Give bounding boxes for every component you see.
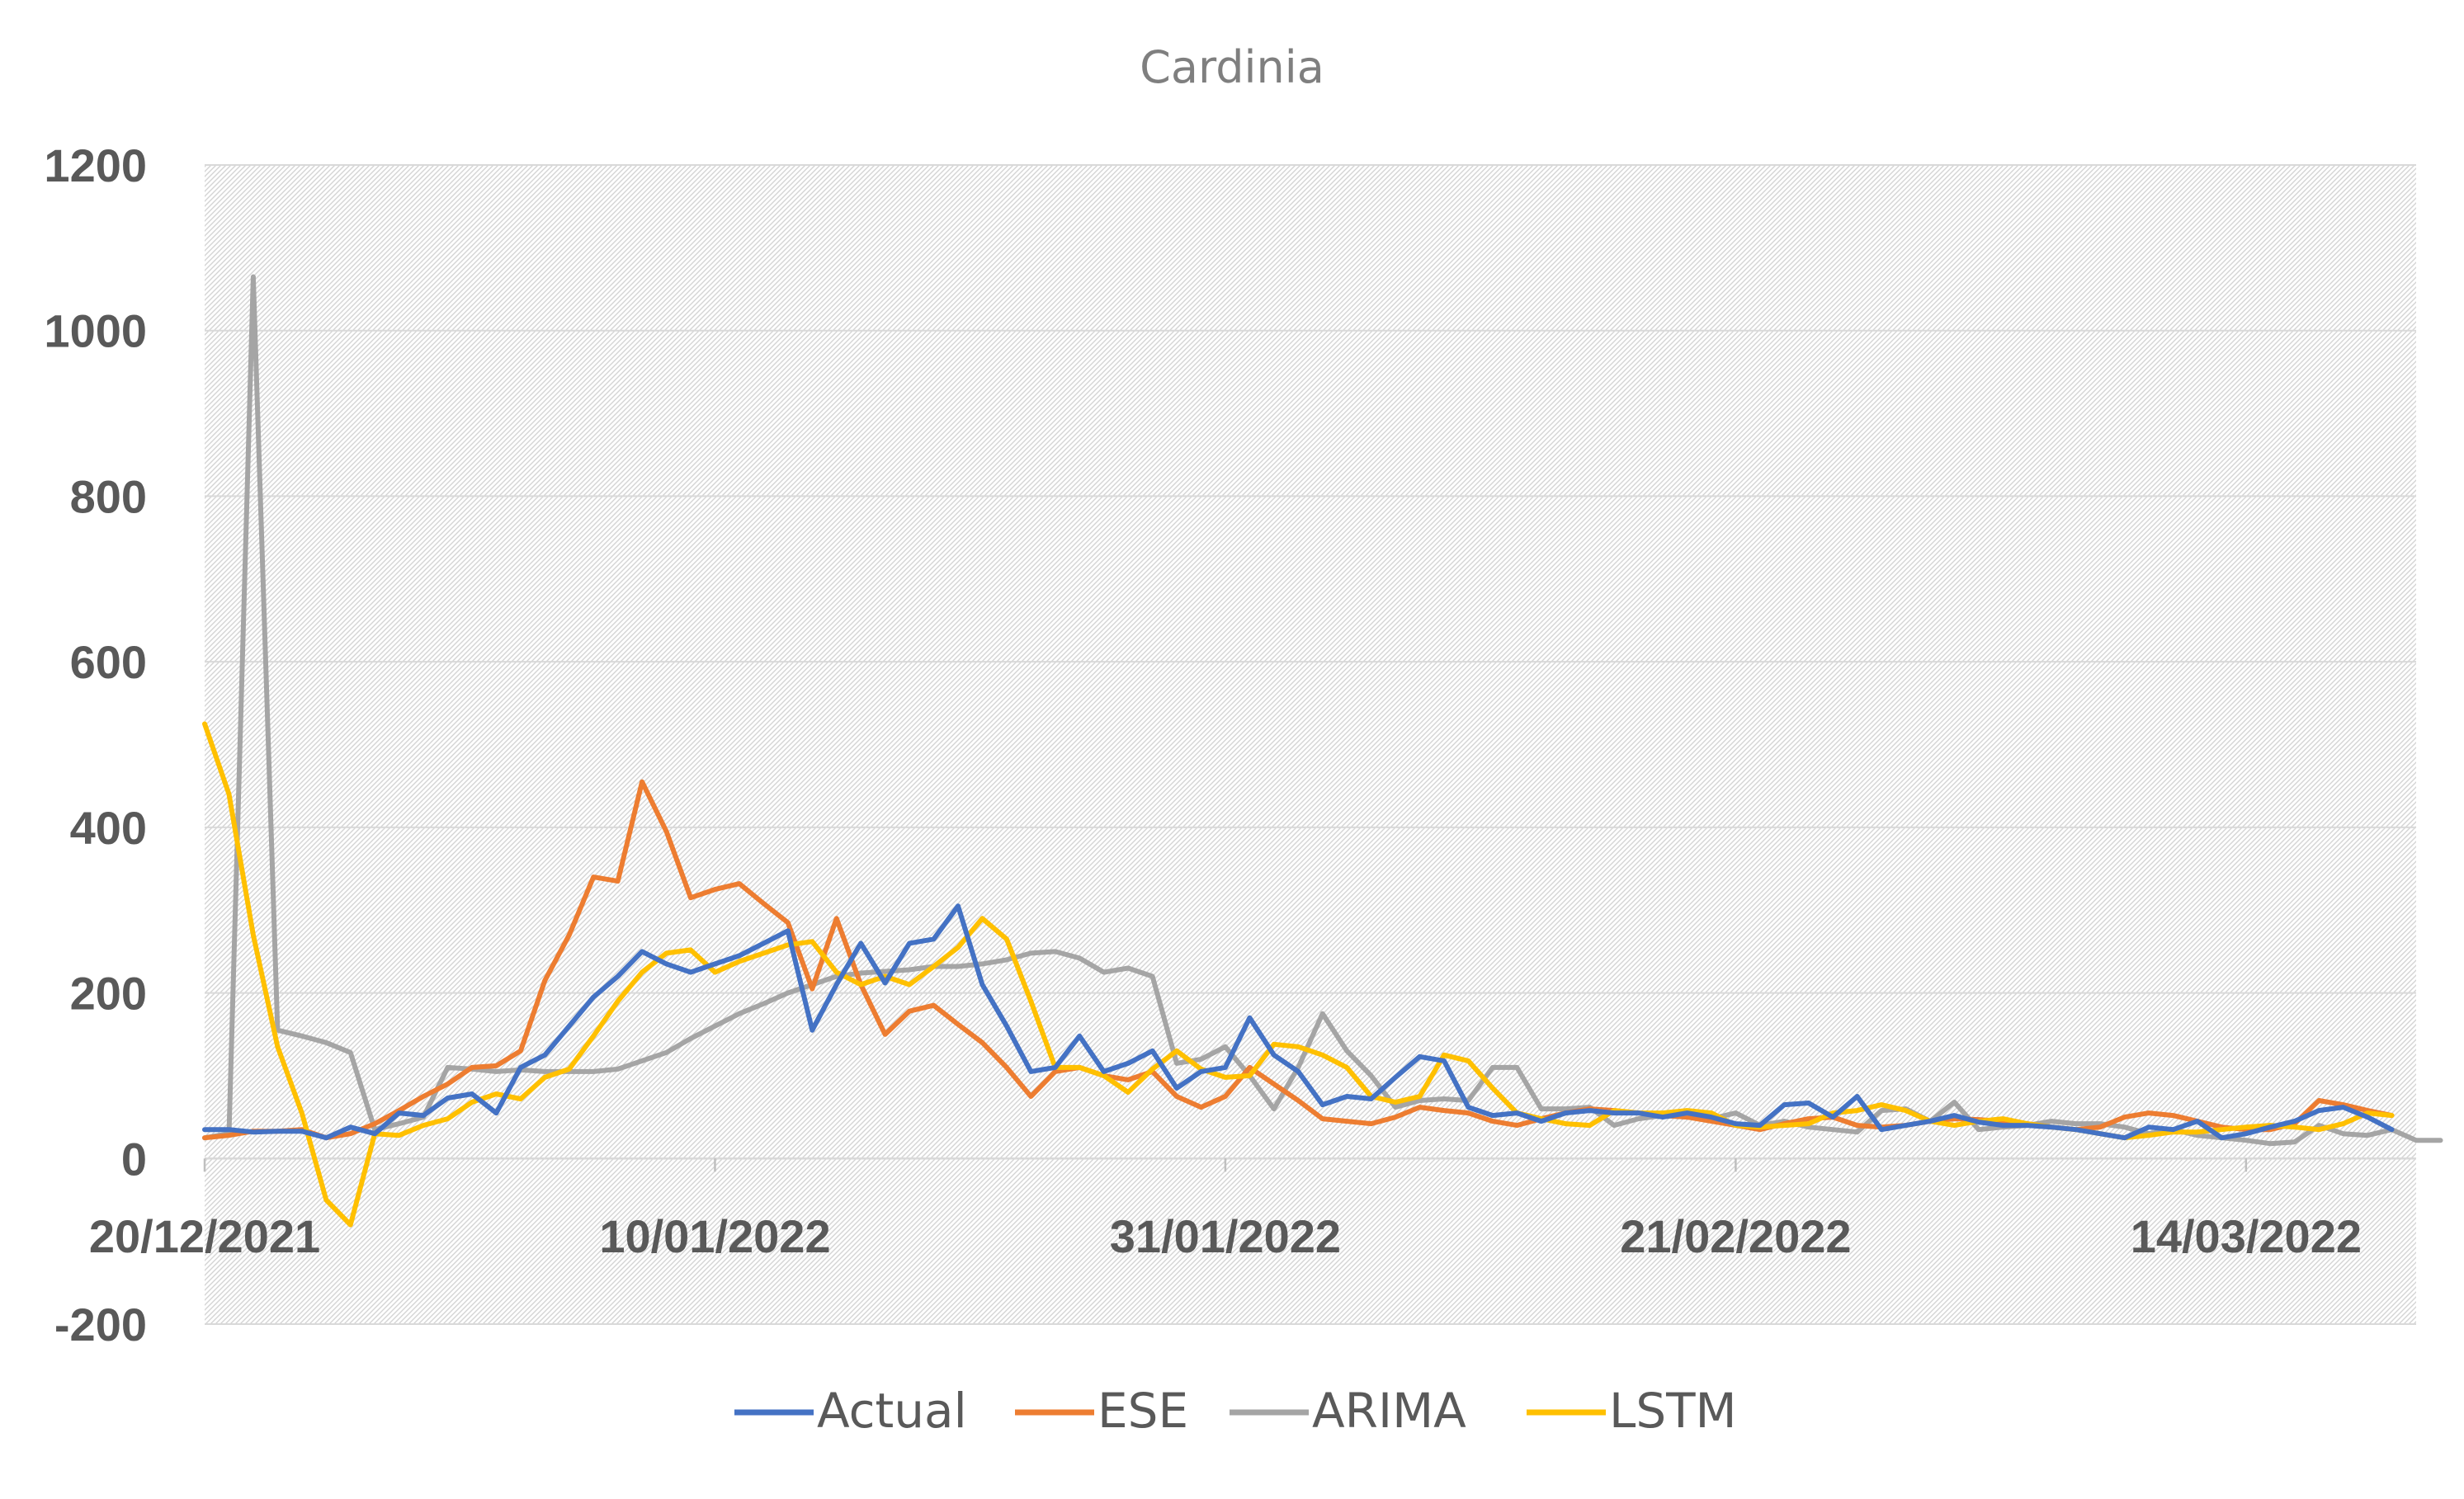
legend-item-lstm: LSTM — [1527, 1383, 1737, 1439]
y-tick-label: -200 — [54, 1299, 147, 1351]
x-tick-label: 10/01/2022 — [599, 1210, 830, 1262]
gridlines — [205, 164, 2416, 1325]
x-axis-tick-labels: 20/12/2021 10/01/2022 31/01/2022 21/02/2022… — [89, 1210, 2362, 1262]
chart-title: Cardinia — [1140, 41, 1324, 93]
legend-label: ARIMA — [1312, 1383, 1466, 1439]
legend-label: ESE — [1097, 1383, 1188, 1439]
x-tick-label: 31/01/2022 — [1110, 1210, 1341, 1262]
x-tick-label: 21/02/2022 — [1620, 1210, 1851, 1262]
plot-area-background — [205, 165, 2416, 1324]
series-line-actual — [202, 903, 2395, 1141]
legend-item-ese: ESE — [1015, 1383, 1188, 1439]
y-tick-label: 1200 — [44, 139, 147, 191]
legend-item-arima: ARIMA — [1230, 1383, 1466, 1439]
series-line-arima — [202, 274, 2443, 1147]
legend-label: LSTM — [1609, 1383, 1737, 1439]
y-axis-tick-labels: -200 0 200 400 600 800 1000 1200 — [44, 139, 147, 1351]
series-lines — [202, 274, 2443, 1228]
y-tick-label: 1000 — [44, 305, 147, 357]
legend-item-actual: Actual — [734, 1383, 967, 1439]
legend-label: Actual — [817, 1383, 967, 1439]
y-tick-label: 400 — [70, 802, 147, 854]
y-tick-label: 200 — [70, 968, 147, 1020]
y-tick-label: 600 — [70, 636, 147, 688]
y-tick-label: 0 — [121, 1133, 147, 1185]
legend: Actual ESE ARIMA LSTM — [734, 1383, 1737, 1439]
x-tick-label: 14/03/2022 — [2131, 1210, 2362, 1262]
x-tick-label: 20/12/2021 — [89, 1210, 320, 1262]
axes — [203, 1157, 2416, 1172]
y-tick-label: 800 — [70, 470, 147, 522]
